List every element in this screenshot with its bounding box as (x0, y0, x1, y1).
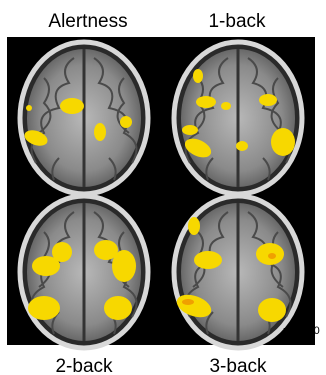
slice-annotation: z = +40 (283, 325, 320, 337)
panel-label: 1-back (208, 11, 266, 32)
page: Alertness 1-back 2-back 3-back z = +40 (… (0, 0, 326, 375)
brain-slice (18, 40, 150, 196)
panel-label: Alertness (48, 11, 127, 32)
brain-slice (172, 40, 304, 196)
figure: Alertness 1-back 2-back 3-back z = +40 (0, 0, 326, 375)
brain-slice (18, 194, 150, 350)
panel-label: 2-back (55, 356, 113, 375)
panel-label: 3-back (209, 356, 267, 375)
